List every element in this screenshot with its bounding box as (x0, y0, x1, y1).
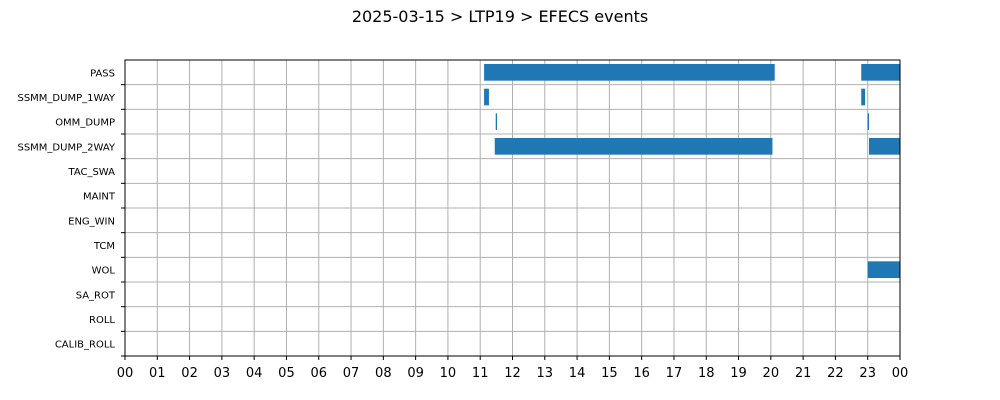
x-tick-label: 14 (569, 366, 586, 381)
x-tick-label: 13 (537, 366, 554, 381)
y-tick-label: ROLL (89, 315, 115, 326)
chart-title: 2025-03-15 > LTP19 > EFECS events (352, 7, 648, 26)
x-tick-label: 06 (310, 366, 327, 381)
y-tick-label: TCM (93, 241, 115, 252)
x-tick-label: 15 (601, 366, 618, 381)
y-axis-ticks: PASS SSMM_DUMP_1WAY OMM_DUMP SSMM_DUMP_2WAY… (17, 68, 125, 357)
x-tick-label: 03 (214, 366, 231, 381)
x-tick-label: 12 (504, 366, 521, 381)
x-tick-label: 23 (859, 366, 876, 381)
x-tick-label: 21 (795, 366, 812, 381)
x-tick-label: 22 (827, 366, 844, 381)
event-bar (495, 113, 497, 130)
y-tick-label: TAC_SWA (67, 167, 115, 178)
x-tick-label: 00 (892, 366, 909, 381)
y-tick-label: SA_ROT (76, 290, 116, 301)
y-tick-label: MAINT (83, 192, 116, 203)
x-tick-label: 10 (440, 366, 457, 381)
x-tick-label: 08 (375, 366, 392, 381)
x-tick-label: 19 (730, 366, 747, 381)
x-tick-label: 11 (472, 366, 489, 381)
event-bar (484, 88, 489, 106)
event-bar (861, 64, 900, 81)
event-bar (867, 113, 869, 130)
event-bar (494, 138, 773, 155)
x-tick-label: 16 (633, 366, 650, 381)
x-tick-label: 09 (407, 366, 424, 381)
event-bar (867, 261, 900, 278)
x-tick-label: 01 (149, 366, 166, 381)
x-tick-label: 04 (246, 366, 263, 381)
event-bar (869, 138, 900, 155)
x-tick-label: 00 (117, 366, 134, 381)
y-tick-label: CALIB_ROLL (55, 340, 116, 351)
y-tick-label: PASS (90, 68, 115, 79)
x-tick-label: 20 (763, 366, 780, 381)
x-tick-label: 07 (343, 366, 360, 381)
event-bar (484, 64, 775, 81)
x-axis-ticks: 00 01 02 03 04 05 06 07 08 09 10 11 12 13 14 15 16 17 18 19… (117, 356, 909, 381)
y-tick-label: OMM_DUMP (55, 118, 115, 129)
event-bars (484, 64, 900, 278)
y-tick-label: WOL (92, 266, 116, 277)
x-tick-label: 18 (698, 366, 715, 381)
y-tick-label: SSMM_DUMP_2WAY (17, 142, 115, 153)
grid-lines (125, 60, 900, 356)
x-tick-label: 02 (181, 366, 198, 381)
y-tick-label: ENG_WIN (68, 216, 115, 227)
x-tick-label: 05 (278, 366, 295, 381)
x-tick-label: 17 (666, 366, 683, 381)
y-tick-label: SSMM_DUMP_1WAY (17, 93, 115, 104)
event-bar (861, 88, 866, 106)
